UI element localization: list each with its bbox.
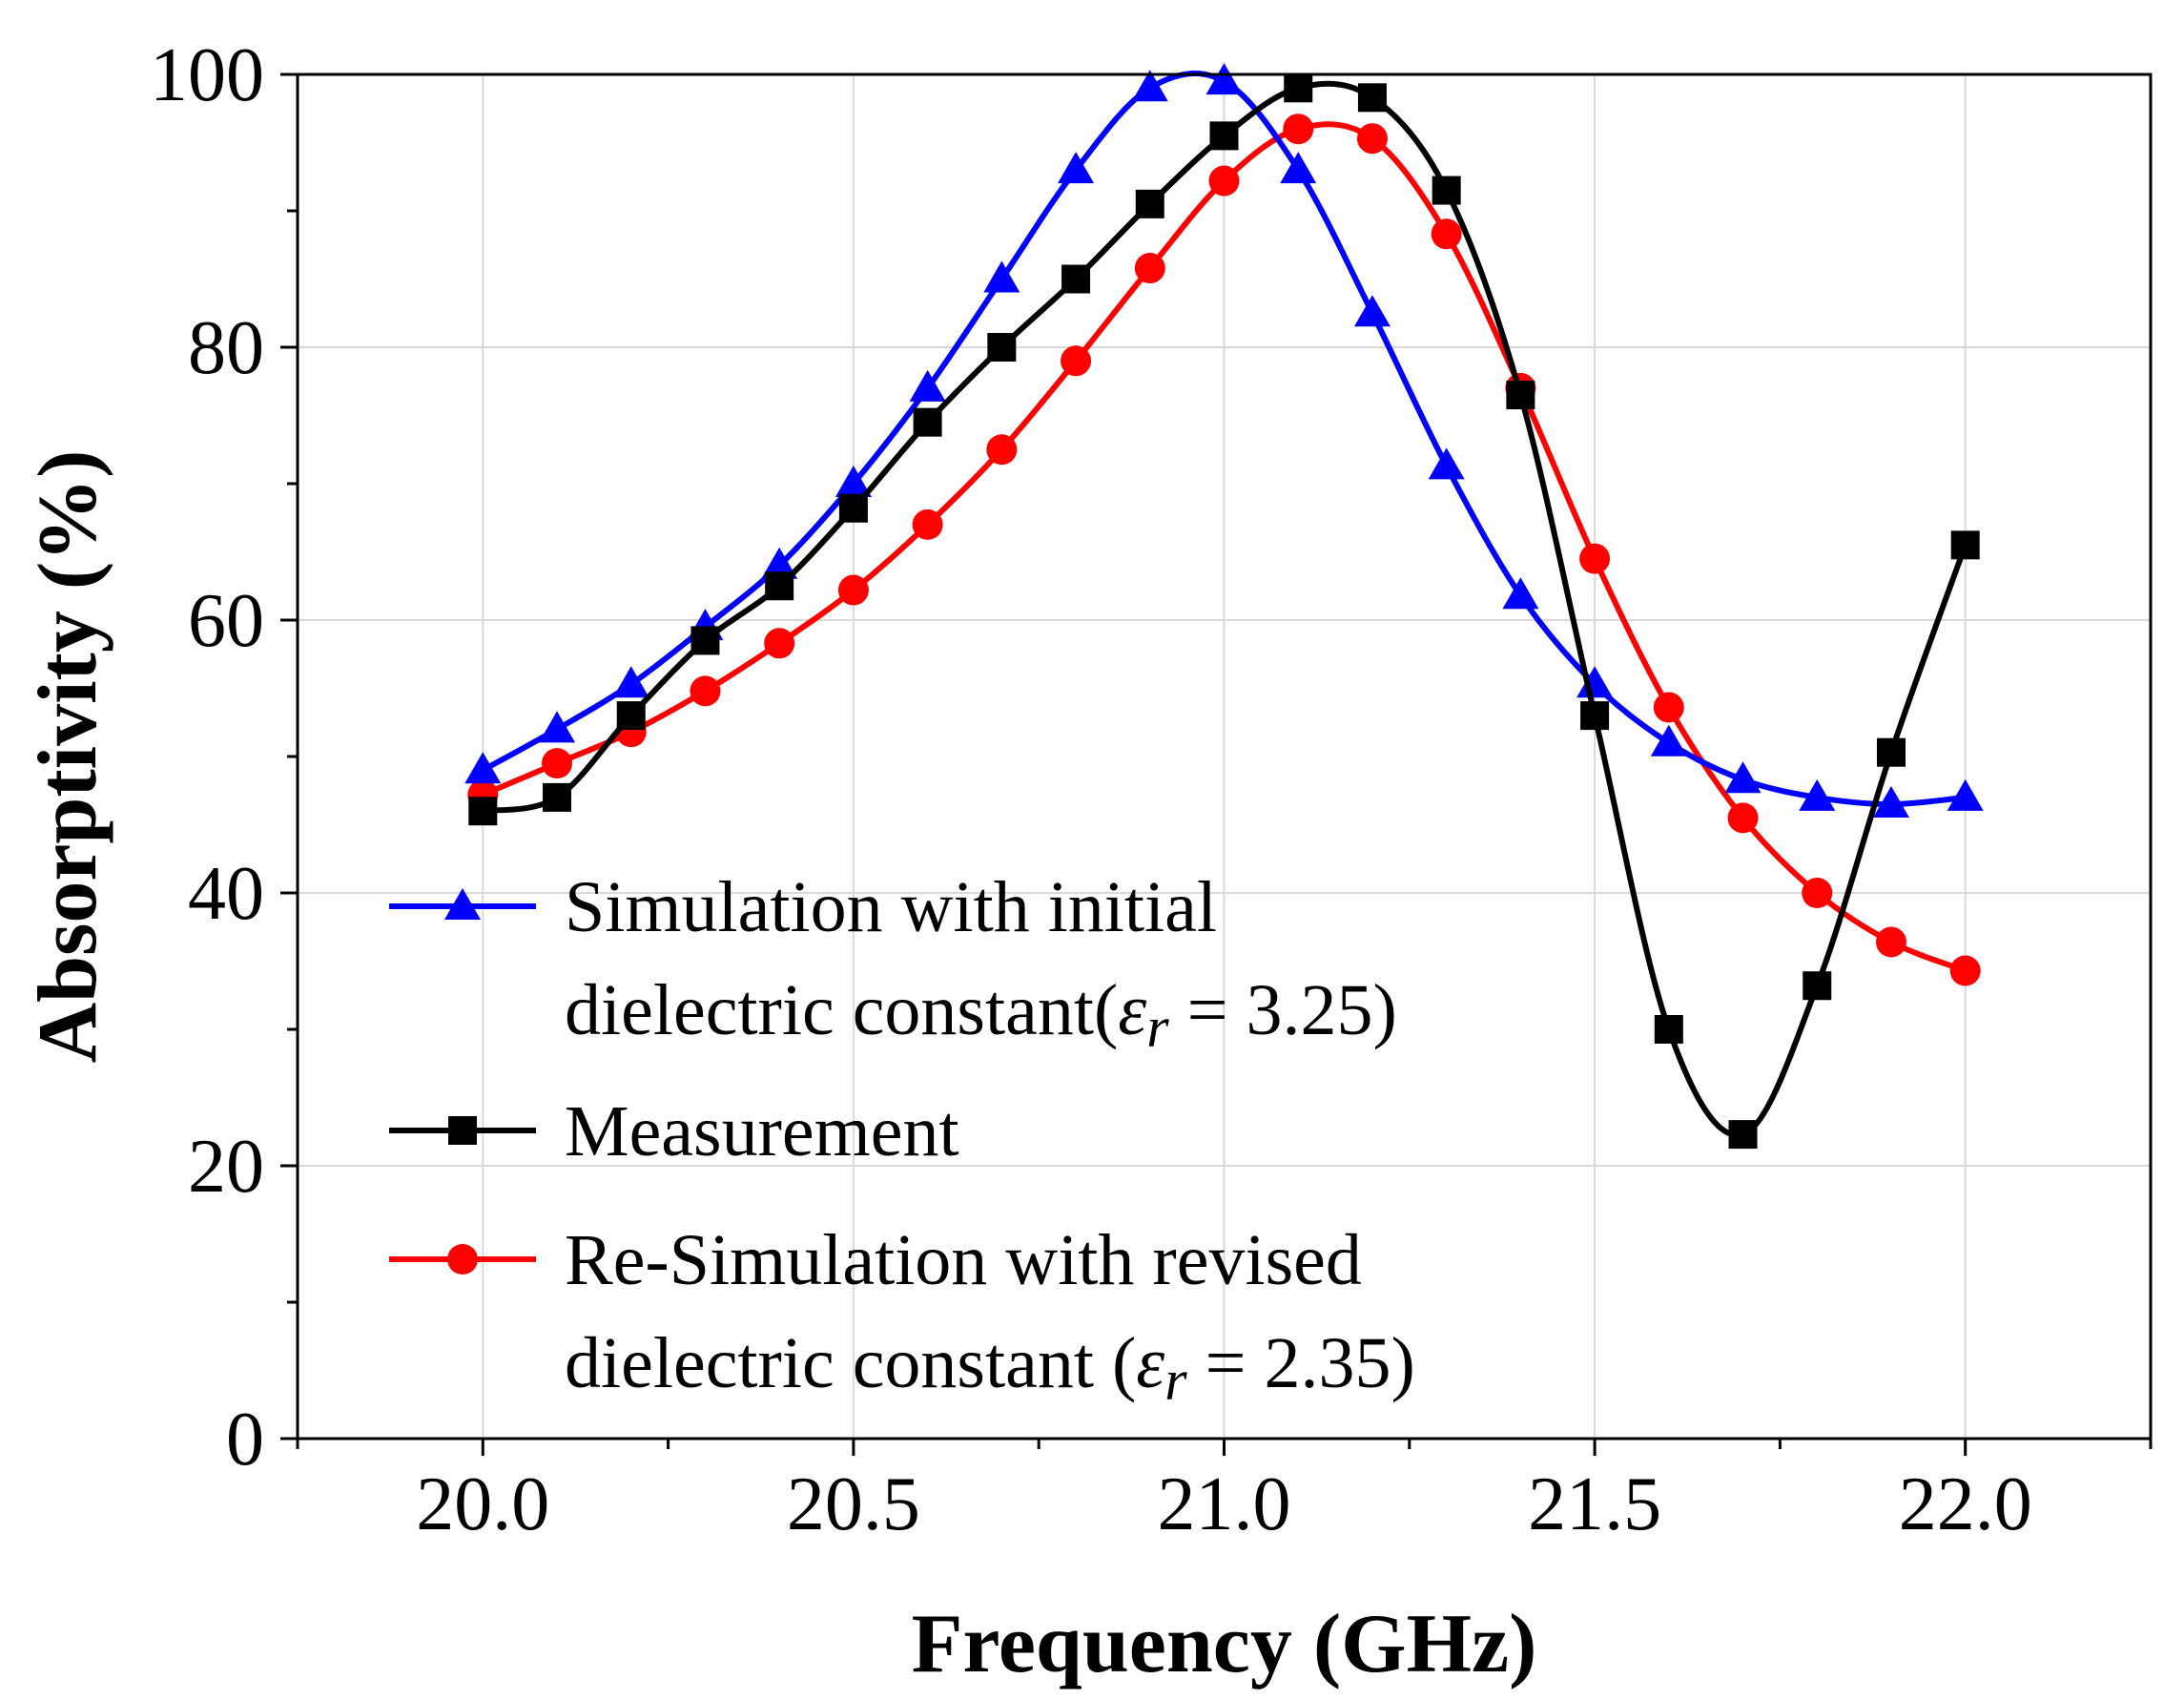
x-tick-label: 20.5 bbox=[787, 1462, 920, 1546]
data-point bbox=[983, 260, 1020, 293]
data-point bbox=[1724, 761, 1762, 794]
data-point bbox=[1134, 253, 1165, 284]
legend-label: Measurement bbox=[565, 1091, 959, 1171]
data-point bbox=[913, 407, 942, 437]
data-point bbox=[1205, 63, 1243, 95]
data-point bbox=[1283, 114, 1314, 145]
legend-marker bbox=[444, 888, 481, 920]
legend-item: Simulation with initial dielectric consta… bbox=[389, 867, 1397, 1059]
data-point bbox=[612, 666, 649, 698]
series-circle bbox=[467, 114, 1981, 986]
axis-ticks: 20.0 20.5 21.0 21.5 22.0 0 20 40 60 80 100 bbox=[150, 33, 2153, 1546]
data-point bbox=[1802, 878, 1833, 908]
x-tick-label: 21.0 bbox=[1158, 1462, 1291, 1546]
data-point bbox=[838, 493, 868, 523]
data-point bbox=[1353, 295, 1391, 327]
y-tick-label: 100 bbox=[150, 33, 264, 117]
data-point bbox=[468, 797, 498, 826]
y-tick-label: 80 bbox=[188, 306, 264, 390]
data-point bbox=[1650, 724, 1687, 757]
data-point bbox=[1061, 345, 1092, 377]
series-line bbox=[482, 121, 1967, 974]
y-tick-label: 60 bbox=[188, 579, 264, 663]
series-triangle bbox=[464, 63, 1984, 819]
x-tick-label: 20.0 bbox=[416, 1462, 549, 1546]
y-axis-title: Absorptivity (%) bbox=[22, 450, 114, 1064]
data-point bbox=[837, 574, 869, 606]
data-point bbox=[1284, 73, 1313, 103]
legend: Simulation with initial dielectric consta… bbox=[389, 867, 1415, 1412]
y-tick-label: 40 bbox=[188, 852, 264, 936]
data-point bbox=[1058, 152, 1095, 184]
data-point bbox=[1428, 447, 1465, 480]
data-point bbox=[1654, 1015, 1683, 1044]
data-point bbox=[912, 508, 943, 540]
data-point bbox=[909, 369, 946, 402]
y-tick-label: 0 bbox=[226, 1398, 264, 1482]
data-point bbox=[1872, 786, 1909, 819]
legend-item: Re-Simulation with revised dielectric con… bbox=[389, 1220, 1415, 1412]
data-point bbox=[1432, 176, 1461, 205]
data-point bbox=[1728, 1120, 1758, 1150]
data-point bbox=[616, 701, 646, 731]
data-point bbox=[986, 434, 1018, 466]
data-point bbox=[1803, 971, 1832, 1001]
data-point bbox=[1506, 381, 1535, 410]
data-point bbox=[1357, 83, 1387, 113]
data-point bbox=[765, 571, 794, 601]
series-square bbox=[468, 73, 1980, 1150]
data-point bbox=[1799, 778, 1836, 811]
y-tick-label: 20 bbox=[188, 1125, 264, 1209]
x-tick-label: 21.5 bbox=[1528, 1462, 1661, 1546]
data-point bbox=[690, 675, 721, 707]
legend-marker bbox=[448, 1116, 477, 1145]
data-point bbox=[539, 711, 576, 743]
data-point bbox=[1356, 123, 1388, 155]
data-point bbox=[1280, 152, 1317, 184]
legend-label: dielectric constant(εr = 3.25) bbox=[565, 970, 1397, 1059]
data-point bbox=[1727, 802, 1759, 834]
data-point bbox=[1949, 955, 1981, 986]
data-point bbox=[1579, 543, 1611, 574]
data-point bbox=[1131, 70, 1168, 102]
data-point bbox=[1061, 264, 1091, 294]
data-point bbox=[1431, 218, 1462, 250]
data-point bbox=[761, 547, 798, 579]
legend-label: Re-Simulation with revised bbox=[565, 1220, 1362, 1300]
data-point bbox=[1208, 165, 1240, 197]
data-point bbox=[690, 626, 720, 655]
x-tick-label: 22.0 bbox=[1899, 1462, 2032, 1546]
data-point bbox=[1580, 701, 1610, 731]
data-point bbox=[1950, 530, 1980, 560]
series-layer bbox=[464, 63, 1984, 1150]
data-point bbox=[1947, 778, 1984, 811]
legend-label: Simulation with initial bbox=[565, 867, 1217, 947]
data-point bbox=[464, 752, 502, 784]
data-point bbox=[1209, 121, 1239, 151]
data-point bbox=[1653, 692, 1684, 723]
data-point bbox=[1502, 577, 1539, 610]
legend-item: Measurement bbox=[389, 1091, 959, 1171]
legend-label: dielectric constant (εr = 2.35) bbox=[565, 1323, 1415, 1412]
data-point bbox=[1576, 666, 1614, 698]
data-point bbox=[1135, 189, 1164, 218]
data-point bbox=[542, 748, 573, 779]
data-point bbox=[1876, 737, 1906, 767]
data-point bbox=[543, 782, 572, 812]
x-axis-title: Frequency (GHz) bbox=[912, 1598, 1537, 1690]
data-point bbox=[987, 333, 1017, 362]
data-point bbox=[834, 466, 872, 497]
legend-marker bbox=[447, 1244, 478, 1275]
data-point bbox=[1875, 926, 1906, 958]
data-point bbox=[764, 628, 795, 659]
